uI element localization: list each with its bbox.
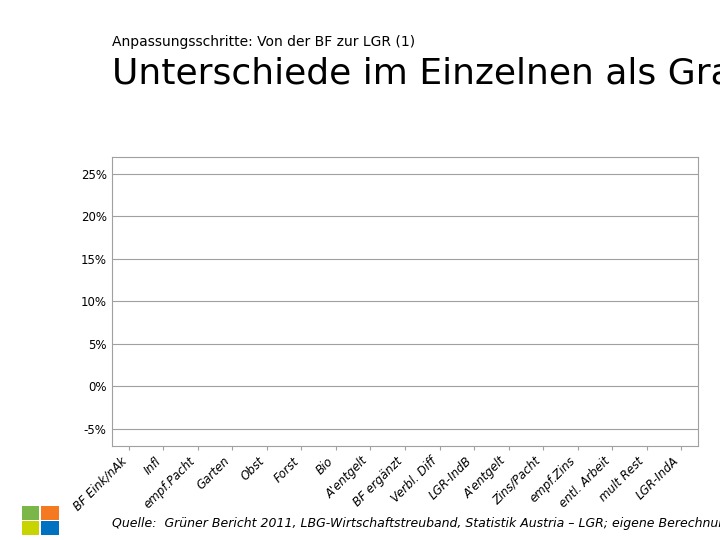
FancyBboxPatch shape: [22, 521, 40, 535]
Text: Quelle:  Grüner Bericht 2011, LBG-Wirtschaftstreuband, Statistik Austria – LGR; : Quelle: Grüner Bericht 2011, LBG-Wirtsch…: [112, 516, 720, 530]
Text: Anpassungsschritte: Von der BF zur LGR (1): Anpassungsschritte: Von der BF zur LGR (…: [112, 35, 415, 49]
Text: Unterschiede im Einzelnen als Grafik: Unterschiede im Einzelnen als Grafik: [112, 57, 720, 91]
FancyBboxPatch shape: [41, 521, 59, 535]
FancyBboxPatch shape: [41, 507, 59, 519]
FancyBboxPatch shape: [22, 507, 40, 519]
